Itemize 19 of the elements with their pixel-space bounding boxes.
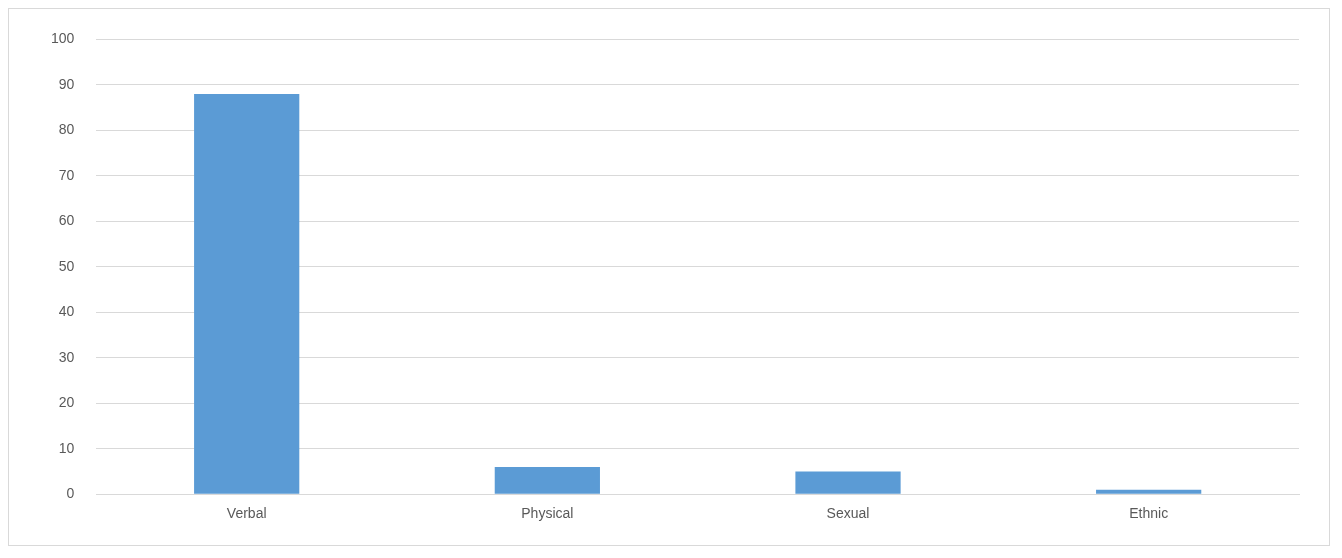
y-tick-label: 60: [58, 212, 75, 229]
y-tick-label: 70: [58, 166, 75, 183]
y-tick-label: 50: [58, 257, 75, 274]
y-tick-label: 10: [58, 439, 75, 456]
y-tick-label: 90: [58, 75, 75, 92]
x-tick-label: Physical: [521, 505, 574, 522]
x-tick-label: Verbal: [226, 505, 267, 522]
y-tick-label: 100: [51, 30, 75, 47]
bar: [795, 471, 901, 494]
y-tick-label: 0: [66, 485, 75, 502]
y-tick-label: 80: [58, 121, 75, 138]
bar: [494, 466, 600, 494]
x-tick-label: Sexual: [826, 505, 870, 522]
x-tick-label: Ethnic: [1129, 505, 1169, 522]
bar: [1096, 489, 1202, 494]
y-tick-label: 20: [58, 394, 75, 411]
y-tick-label: 30: [58, 348, 75, 365]
y-tick-label: 40: [58, 303, 75, 320]
bar: [194, 93, 300, 494]
